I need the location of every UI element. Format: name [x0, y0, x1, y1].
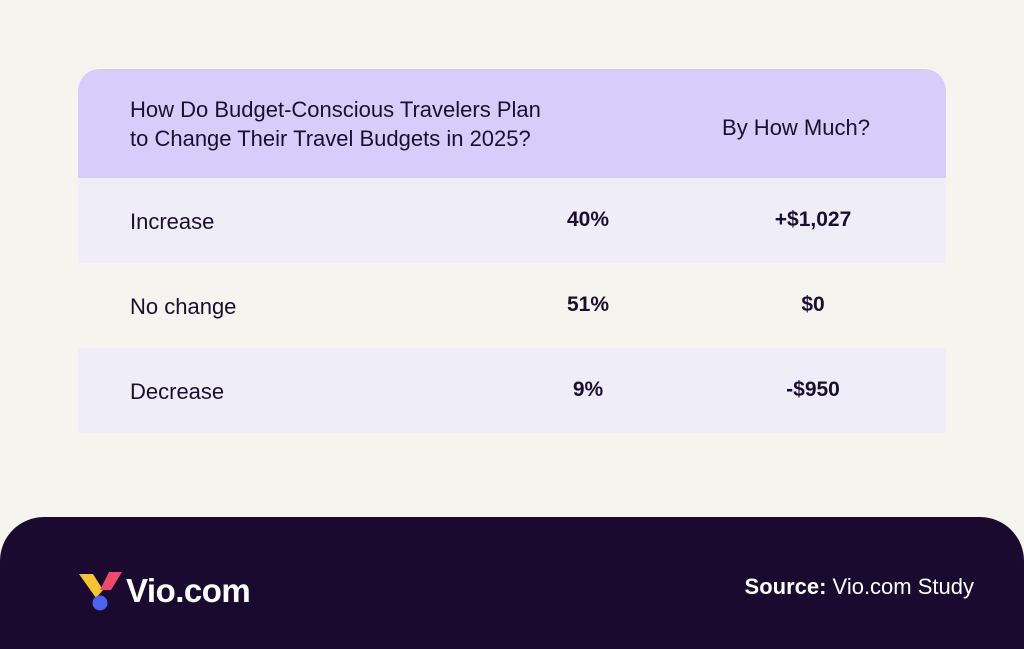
amount-column-heading: By How Much?: [722, 115, 870, 140]
logo-wordmark: Vio.com: [126, 572, 251, 609]
row-label: Increase: [130, 209, 215, 234]
row-label: No change: [130, 294, 237, 319]
table-row-decrease: Decrease 9% -$950: [78, 348, 946, 433]
row-percent: 9%: [572, 378, 604, 401]
source-credit: Source: Vio.com Study: [745, 573, 974, 601]
table-row-no-change: No change 51% $0: [78, 263, 946, 348]
row-amount: +$1,027: [774, 208, 852, 231]
table-header: How Do Budget-Conscious Travelers Plan t…: [78, 69, 946, 178]
row-amount: -$950: [786, 378, 840, 401]
table-title-line-1: How Do Budget-Conscious Travelers Plan: [130, 97, 541, 122]
vio-logo[interactable]: Vio.com: [78, 567, 251, 615]
footer-bar: Vio.com Source: Vio.com Study: [0, 517, 1024, 649]
table-row-increase: Increase 40% +$1,027: [78, 178, 946, 263]
table-title-line-2: to Change Their Travel Budgets in 2025?: [130, 126, 531, 151]
vio-logo-icon: [79, 572, 122, 611]
source-value: Vio.com Study: [826, 574, 974, 599]
row-label: Decrease: [130, 379, 225, 404]
table-title: How Do Budget-Conscious Travelers Plan t…: [130, 95, 650, 153]
source-label: Source:: [744, 574, 827, 599]
row-percent: 51%: [566, 293, 610, 316]
row-percent: 40%: [566, 208, 610, 231]
budget-table: How Do Budget-Conscious Travelers Plan t…: [78, 69, 946, 433]
row-amount: $0: [801, 293, 825, 316]
